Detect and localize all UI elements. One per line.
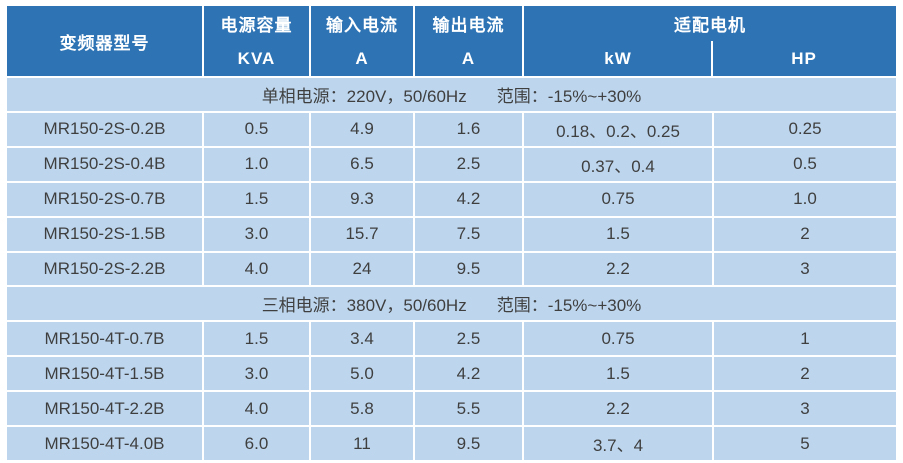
cell-input-current: 5.0 xyxy=(311,357,413,391)
header-input-unit: A xyxy=(355,48,369,68)
cell-model: MR150-2S-0.7B xyxy=(7,182,202,216)
section-power-label: 单相电源：220V，50/60Hz xyxy=(261,86,467,106)
header-motor-group: 适配电机 kW HP xyxy=(524,6,896,76)
cell-output-current: 7.5 xyxy=(415,217,522,251)
header-output-title: 输出电流 xyxy=(432,16,505,35)
header-model-column: 变频器型号 xyxy=(7,6,202,76)
header-model-label: 变频器型号 xyxy=(59,33,150,53)
header-input-current-column: 输入电流 A xyxy=(311,6,413,76)
cell-motor-hp: 5 xyxy=(714,427,896,460)
cell-kva: 4.0 xyxy=(204,252,309,286)
header-kw-hp-divider xyxy=(711,41,713,76)
cell-motor-hp: 2 xyxy=(714,217,896,251)
cell-output-current: 1.6 xyxy=(415,112,522,146)
cell-model: MR150-4T-0.7B xyxy=(7,322,202,356)
header-input-title: 输入电流 xyxy=(326,16,398,35)
header-motor-hp-unit: HP xyxy=(791,48,817,68)
header-capacity-title: 电源容量 xyxy=(220,16,293,35)
cell-motor-kw: 0.37、0.4 xyxy=(524,147,712,181)
cell-output-current: 9.5 xyxy=(415,427,522,460)
inverter-spec-table: 变频器型号 电源容量 KVA 输入电流 A 输出电流 A 适配电机 kW HP … xyxy=(7,6,896,460)
cell-kva: 1.5 xyxy=(204,322,309,356)
header-motor-units-row: kW HP xyxy=(524,41,896,76)
cell-output-current: 2.5 xyxy=(415,147,522,181)
cell-input-current: 4.9 xyxy=(311,112,413,146)
cell-output-current: 5.5 xyxy=(415,392,522,426)
header-output-current-column: 输出电流 A xyxy=(415,6,522,76)
cell-motor-kw: 0.75 xyxy=(524,322,712,356)
cell-output-current: 4.2 xyxy=(415,357,522,391)
cell-model: MR150-4T-1.5B xyxy=(7,357,202,391)
cell-output-current: 2.5 xyxy=(415,322,522,356)
cell-model: MR150-2S-0.4B xyxy=(7,147,202,181)
header-motor-title: 适配电机 xyxy=(674,16,746,35)
cell-motor-kw: 2.2 xyxy=(524,392,712,426)
cell-motor-kw: 0.18、0.2、0.25 xyxy=(524,112,712,146)
cell-input-current: 24 xyxy=(311,252,413,286)
section-range-label: 范围：-15%~+30% xyxy=(496,296,642,316)
cell-input-current: 11 xyxy=(311,427,413,460)
cell-input-current: 3.4 xyxy=(311,322,413,356)
cell-motor-hp: 0.25 xyxy=(714,112,896,146)
cell-input-current: 9.3 xyxy=(311,182,413,216)
cell-motor-kw: 1.5 xyxy=(524,357,712,391)
cell-output-current: 4.2 xyxy=(415,182,522,216)
cell-motor-hp: 3 xyxy=(714,392,896,426)
cell-motor-hp: 3 xyxy=(714,252,896,286)
header-capacity-unit: KVA xyxy=(237,48,276,68)
cell-kva: 1.5 xyxy=(204,182,309,216)
cell-model: MR150-2S-1.5B xyxy=(7,217,202,251)
cell-motor-kw: 1.5 xyxy=(524,217,712,251)
cell-kva: 1.0 xyxy=(204,147,309,181)
section-power-label: 三相电源：380V，50/60Hz xyxy=(261,296,467,316)
cell-output-current: 9.5 xyxy=(415,252,522,286)
header-capacity-column: 电源容量 KVA xyxy=(204,6,309,76)
cell-motor-kw: 3.7、4 xyxy=(524,427,712,460)
cell-kva: 3.0 xyxy=(204,357,309,391)
section-row-single-phase: 单相电源：220V，50/60Hz 范围：-15%~+30% xyxy=(7,78,896,111)
section-range-label: 范围：-15%~+30% xyxy=(496,86,642,106)
cell-motor-hp: 1.0 xyxy=(714,182,896,216)
cell-model: MR150-2S-0.2B xyxy=(7,112,202,146)
cell-motor-kw: 0.75 xyxy=(524,182,712,216)
cell-motor-hp: 0.5 xyxy=(714,147,896,181)
header-motor-kw-unit: kW xyxy=(604,48,632,68)
cell-kva: 3.0 xyxy=(204,217,309,251)
cell-motor-hp: 2 xyxy=(714,357,896,391)
cell-input-current: 15.7 xyxy=(311,217,413,251)
cell-kva: 6.0 xyxy=(204,427,309,460)
cell-model: MR150-2S-2.2B xyxy=(7,252,202,286)
cell-input-current: 6.5 xyxy=(311,147,413,181)
cell-model: MR150-4T-4.0B xyxy=(7,427,202,460)
cell-input-current: 5.8 xyxy=(311,392,413,426)
cell-motor-kw: 2.2 xyxy=(524,252,712,286)
cell-model: MR150-4T-2.2B xyxy=(7,392,202,426)
header-output-unit: A xyxy=(461,48,476,68)
section-row-three-phase: 三相电源：380V，50/60Hz 范围：-15%~+30% xyxy=(7,287,896,321)
cell-kva: 4.0 xyxy=(204,392,309,426)
cell-kva: 0.5 xyxy=(204,112,309,146)
cell-motor-hp: 1 xyxy=(714,322,896,356)
